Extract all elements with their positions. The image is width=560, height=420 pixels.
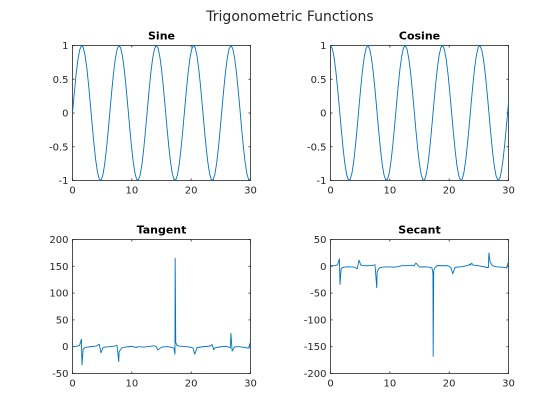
cos-xtick-label: 10 <box>383 186 396 197</box>
cos-xtick-label: 0 <box>327 186 333 197</box>
tan-ytick-label: 100 <box>49 289 68 300</box>
tan-ytick-label: 50 <box>56 315 69 326</box>
sin-ytick-label: -0.5 <box>49 142 69 153</box>
tan-xtick-label: 30 <box>244 379 257 390</box>
tan-xtick-label: 20 <box>185 379 198 390</box>
cos-ytick-label: 0 <box>320 109 326 120</box>
sec-ytick-label: -100 <box>304 315 327 326</box>
sin-series-line <box>72 45 251 181</box>
tan-xtick-label: 10 <box>125 379 138 390</box>
sec-xtick-label: 30 <box>502 379 515 390</box>
sec-subplot: Secant 0 10 20 30 -200 -150 -100 -50 0 50 <box>304 224 515 390</box>
sin-ytick-label: 1 <box>62 41 68 52</box>
cos-xtick-label: 20 <box>443 186 456 197</box>
tan-ytick-label: -50 <box>52 369 68 380</box>
sec-ytick-label: 50 <box>314 235 327 246</box>
cos-xtick-label: 30 <box>502 186 515 197</box>
sin-xtick-label: 20 <box>185 186 198 197</box>
tan-ytick-label: 0 <box>62 342 68 353</box>
sin-xtick-label: 0 <box>69 186 75 197</box>
sin-xtick-label: 10 <box>125 186 138 197</box>
sec-xtick-label: 10 <box>383 379 396 390</box>
tan-axes-box <box>72 239 251 374</box>
sec-xtick-label: 0 <box>327 379 333 390</box>
sin-ytick-label: 0.5 <box>53 75 69 86</box>
sec-title: Secant <box>398 224 440 237</box>
tan-ytick-label: 200 <box>49 235 68 246</box>
tan-xtick-label: 0 <box>69 379 75 390</box>
sec-ytick-label: 0 <box>320 262 326 273</box>
sec-series-line <box>330 252 509 357</box>
cos-title: Cosine <box>399 30 440 43</box>
sec-ytick-label: -150 <box>304 342 327 353</box>
tan-ytick-label: 150 <box>49 262 68 273</box>
tan-title: Tangent <box>137 224 187 237</box>
sec-xtick-label: 20 <box>443 379 456 390</box>
sec-axes-box <box>330 239 509 374</box>
sec-ytick-label: -50 <box>310 289 326 300</box>
sec-ytick-label: -200 <box>304 369 327 380</box>
cos-ytick-label: 1 <box>320 41 326 52</box>
tan-series-line <box>72 257 251 366</box>
cos-ytick-label: 0.5 <box>311 75 327 86</box>
cos-axes-box <box>330 45 509 181</box>
sin-title: Sine <box>148 30 175 43</box>
sin-ytick-label: 0 <box>62 109 68 120</box>
cos-ytick-label: -1 <box>317 176 327 187</box>
sin-subplot: Sine 0 10 20 30 -1 -0.5 0 0.5 1 <box>49 30 257 197</box>
figure-suptitle: Trigonometric Functions <box>205 9 373 25</box>
cos-subplot: Cosine 0 10 20 30 -1 -0.5 0 0.5 1 <box>307 30 515 197</box>
sin-axes-box <box>72 45 251 181</box>
cos-ytick-label: -0.5 <box>307 142 327 153</box>
cos-series-line <box>330 45 509 181</box>
sin-xtick-label: 30 <box>244 186 257 197</box>
sin-ytick-label: -1 <box>59 176 69 187</box>
